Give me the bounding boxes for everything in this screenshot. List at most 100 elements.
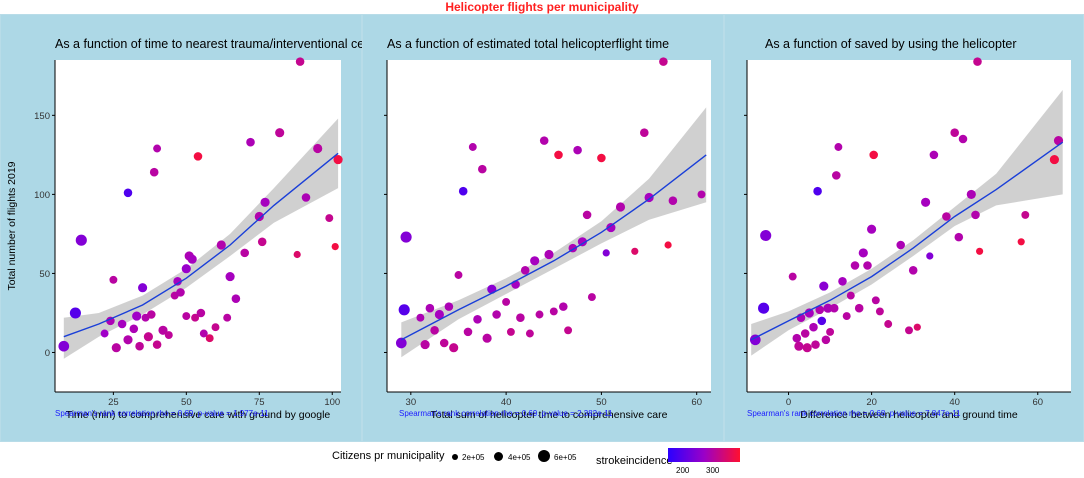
data-point xyxy=(823,303,833,313)
data-point xyxy=(631,247,639,255)
data-point xyxy=(458,186,468,196)
data-point xyxy=(333,155,343,165)
data-point xyxy=(800,329,810,338)
data-point xyxy=(905,326,913,335)
x-tick-label: 0 xyxy=(786,397,791,408)
data-point xyxy=(398,304,410,316)
data-point xyxy=(811,340,820,349)
data-point xyxy=(668,196,678,205)
data-point xyxy=(191,313,200,322)
data-point xyxy=(293,250,301,259)
data-point xyxy=(871,296,880,305)
data-point xyxy=(257,237,267,247)
size-legend-label: 6e+05 xyxy=(554,453,577,462)
plot-area xyxy=(747,60,1071,392)
data-point xyxy=(788,272,797,281)
data-point xyxy=(260,197,270,207)
data-point xyxy=(123,188,133,198)
data-point xyxy=(313,143,323,154)
data-point xyxy=(850,261,860,270)
data-point xyxy=(158,325,168,335)
data-point xyxy=(564,326,573,335)
data-point xyxy=(804,308,814,318)
size-legend-dot-small xyxy=(452,454,458,460)
data-point xyxy=(826,327,835,336)
legend: Citizens pr municipality 2e+05 4e+05 6e+… xyxy=(0,442,1084,478)
x-tick-label: 20 xyxy=(866,397,877,408)
data-point xyxy=(926,252,934,260)
data-point xyxy=(913,323,921,331)
data-point xyxy=(615,202,626,212)
data-point xyxy=(792,333,802,343)
data-point xyxy=(176,288,185,297)
data-point xyxy=(123,335,133,345)
data-point xyxy=(301,193,311,202)
data-point xyxy=(132,311,142,321)
data-point xyxy=(454,271,463,279)
data-point xyxy=(164,331,173,340)
data-point xyxy=(1021,210,1030,219)
data-point xyxy=(420,340,430,350)
data-point xyxy=(187,254,197,264)
color-legend-tick: 300 xyxy=(706,466,720,475)
data-point xyxy=(819,281,829,291)
data-point xyxy=(854,303,864,313)
data-point xyxy=(817,316,827,326)
spearman-annotation: Spearman's rank correlation rho = 0.69. … xyxy=(55,409,269,418)
data-point xyxy=(760,229,772,242)
data-point xyxy=(659,57,668,66)
figure-title: Helicopter flights per municipality xyxy=(445,0,639,14)
x-tick-label: 30 xyxy=(406,397,417,408)
data-point xyxy=(153,144,162,153)
confidence-band xyxy=(751,90,1063,356)
data-point xyxy=(921,197,931,207)
color-legend-bar xyxy=(668,448,740,462)
data-point xyxy=(640,128,649,137)
data-point xyxy=(463,327,473,337)
x-axis-label: Time (min) to comprehensive care with gr… xyxy=(66,409,331,421)
data-point xyxy=(473,315,482,324)
data-point xyxy=(487,284,497,294)
data-point xyxy=(832,171,841,180)
data-point xyxy=(875,307,884,316)
data-point xyxy=(815,305,824,315)
data-point xyxy=(606,223,616,233)
data-point xyxy=(444,302,454,311)
data-point xyxy=(254,211,264,222)
size-legend-dot-large xyxy=(538,450,550,462)
data-point xyxy=(834,143,843,151)
data-point xyxy=(416,313,425,322)
data-point xyxy=(439,338,449,348)
data-point xyxy=(143,332,153,342)
data-point xyxy=(929,150,939,160)
data-point xyxy=(149,167,159,177)
data-point xyxy=(152,340,162,349)
data-point xyxy=(559,302,568,311)
data-point xyxy=(100,329,109,338)
data-point xyxy=(506,327,515,336)
data-point xyxy=(829,303,839,313)
confidence-band xyxy=(63,118,339,359)
data-point xyxy=(138,283,148,293)
data-point xyxy=(539,136,549,145)
data-point xyxy=(821,335,831,345)
data-point xyxy=(75,234,87,246)
data-point xyxy=(147,310,156,319)
x-tick-label: 60 xyxy=(1032,397,1043,408)
x-tick-label: 40 xyxy=(501,397,512,408)
data-point xyxy=(430,326,439,335)
panel-title: As a function of saved by using the heli… xyxy=(765,37,1017,51)
data-point xyxy=(173,277,182,286)
data-point xyxy=(838,277,847,286)
x-axis-label: Difference between helicopter and ground… xyxy=(800,409,1018,421)
data-point xyxy=(468,143,477,151)
y-tick-label: 0 xyxy=(45,348,50,359)
data-point xyxy=(492,310,501,319)
data-point xyxy=(181,264,191,274)
data-point xyxy=(109,275,118,284)
confidence-band xyxy=(401,107,707,358)
y-axis-label: Total number of flights 2019 xyxy=(6,161,18,290)
plot-area xyxy=(55,60,341,392)
data-point xyxy=(602,249,610,257)
data-point xyxy=(1049,155,1059,165)
